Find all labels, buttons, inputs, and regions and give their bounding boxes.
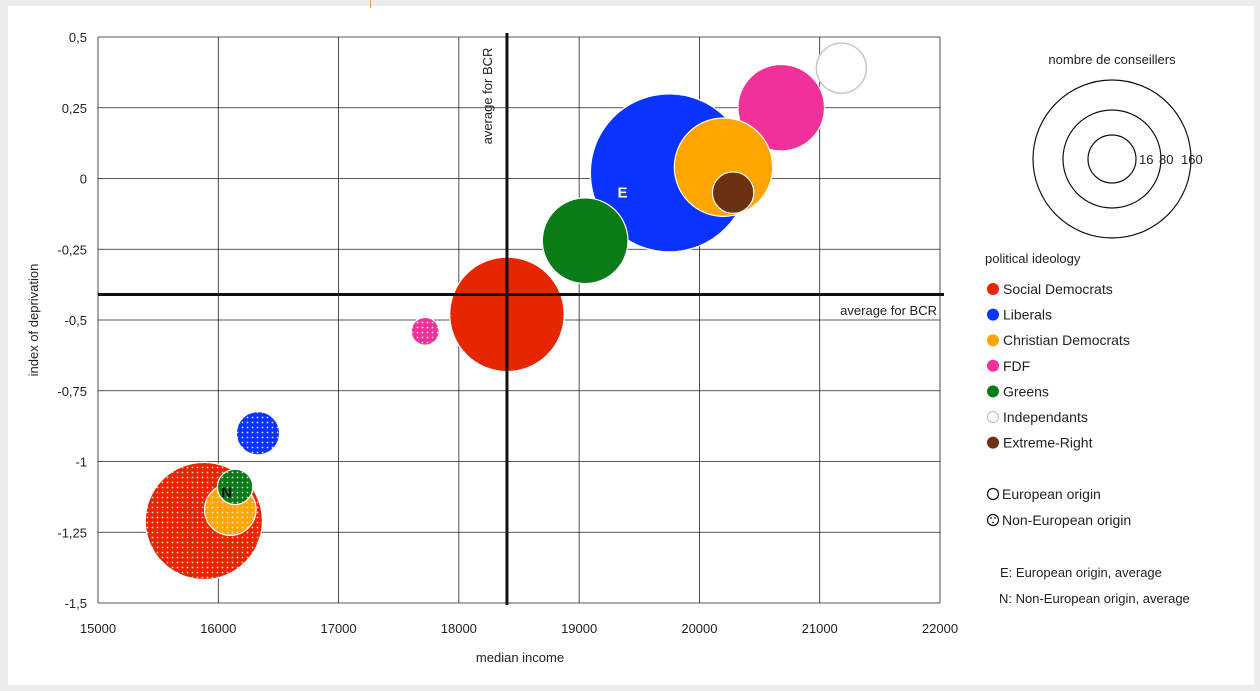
legend-label-independants: Independants <box>1003 409 1088 425</box>
y-tick-label: 0,25 <box>62 101 87 116</box>
bubble-fdf-european <box>737 63 826 152</box>
size-legend-label-16: 16 <box>1139 152 1153 167</box>
non-european-origin-icon-dot <box>992 521 994 524</box>
non-european-origin-icon-dot <box>990 517 992 519</box>
size-legend-title: nombre de conseillers <box>1048 52 1176 67</box>
x-axis-label: median income <box>476 650 564 665</box>
y-tick-label: -0,25 <box>57 242 87 257</box>
y-axis-label: index of deprivation <box>26 264 41 377</box>
bubble-independants-european <box>815 42 868 94</box>
y-tick-label: 0,5 <box>69 30 87 45</box>
reference-lines <box>98 33 944 605</box>
size-legend-label-160: 160 <box>1181 152 1203 167</box>
bubble-dot-overlay <box>217 469 253 505</box>
y-tick-label: -1 <box>75 455 87 470</box>
non-european-origin-icon <box>986 513 1000 527</box>
size-legend-circle-160 <box>1032 79 1192 239</box>
color-legend: Social Democrats Liberals Christian Democr… <box>987 281 1130 451</box>
average-markers: EN <box>221 185 627 502</box>
x-tick-label: 15000 <box>80 621 116 636</box>
horizontal-ref-label: average for BCR <box>840 303 937 318</box>
x-tick-label: 16000 <box>200 621 236 636</box>
legend-label-fdf: FDF <box>1003 358 1030 374</box>
legend-swatch-fdf <box>987 359 999 372</box>
non-european-origin-icon-dot <box>994 517 996 519</box>
legend-label-social-democrats: Social Democrats <box>1003 281 1113 297</box>
european-origin-icon <box>986 487 1000 501</box>
y-tick-label: -1,25 <box>57 525 87 540</box>
bubble-dot-overlay <box>411 317 440 346</box>
origin-legend: European origin Non-European origin <box>986 486 1131 528</box>
marker-n: N <box>221 485 232 502</box>
bubble-dot-overlay <box>236 411 280 455</box>
y-tick-labels: 0,5 0,25 0 -0,25 -0,5 -0,75 -1 -1,25 -1,5 <box>57 30 87 611</box>
y-tick-label: 0 <box>80 172 87 187</box>
legend-swatch-social-democrats <box>987 283 999 295</box>
legend-swatch-christian-democrats <box>987 334 999 347</box>
size-legend-label-80: 80 <box>1159 152 1173 167</box>
legend-label-greens: Greens <box>1003 383 1049 399</box>
legend-label-christian-democrats: Christian Democrats <box>1003 332 1130 348</box>
size-legend: nombre de conseillers 16 80 160 <box>1032 52 1203 239</box>
legend-swatch-greens <box>987 385 999 398</box>
legend-swatch-liberals <box>987 308 999 321</box>
bubbles <box>144 42 868 581</box>
x-tick-labels: 15000 16000 17000 18000 19000 20000 21000 22000 <box>80 621 958 636</box>
y-tick-label: -1,5 <box>65 596 87 611</box>
y-tick-label: -0,75 <box>57 384 87 399</box>
bubble-extreme-right-european <box>711 171 755 214</box>
legend-swatch-extreme-right <box>987 436 999 449</box>
origin-legend-european: European origin <box>1002 486 1101 502</box>
legend-label-liberals: Liberals <box>1003 307 1052 323</box>
x-tick-label: 20000 <box>681 621 717 636</box>
x-tick-label: 18000 <box>441 621 477 636</box>
x-tick-label: 17000 <box>320 621 356 636</box>
accent-line <box>370 0 371 8</box>
x-tick-label: 22000 <box>922 621 958 636</box>
color-legend-title: political ideology <box>985 251 1081 266</box>
x-tick-label: 19000 <box>561 621 597 636</box>
vertical-ref-label: average for BCR <box>480 48 495 145</box>
legend-swatch-independants <box>987 411 999 423</box>
legend-label-extreme-right: Extreme-Right <box>1003 435 1093 451</box>
origin-legend-non-european: Non-European origin <box>1002 512 1131 528</box>
note-non-european-average: N: Non-European origin, average <box>999 591 1190 606</box>
marker-e: E <box>617 185 627 202</box>
x-tick-label: 21000 <box>802 621 838 636</box>
note-european-average: E: European origin, average <box>1000 565 1162 580</box>
bubble-greens-european <box>541 197 629 285</box>
y-tick-label: -0,5 <box>65 313 87 328</box>
size-legend-circle-80 <box>1062 109 1162 209</box>
size-legend-circle-16 <box>1087 134 1137 184</box>
